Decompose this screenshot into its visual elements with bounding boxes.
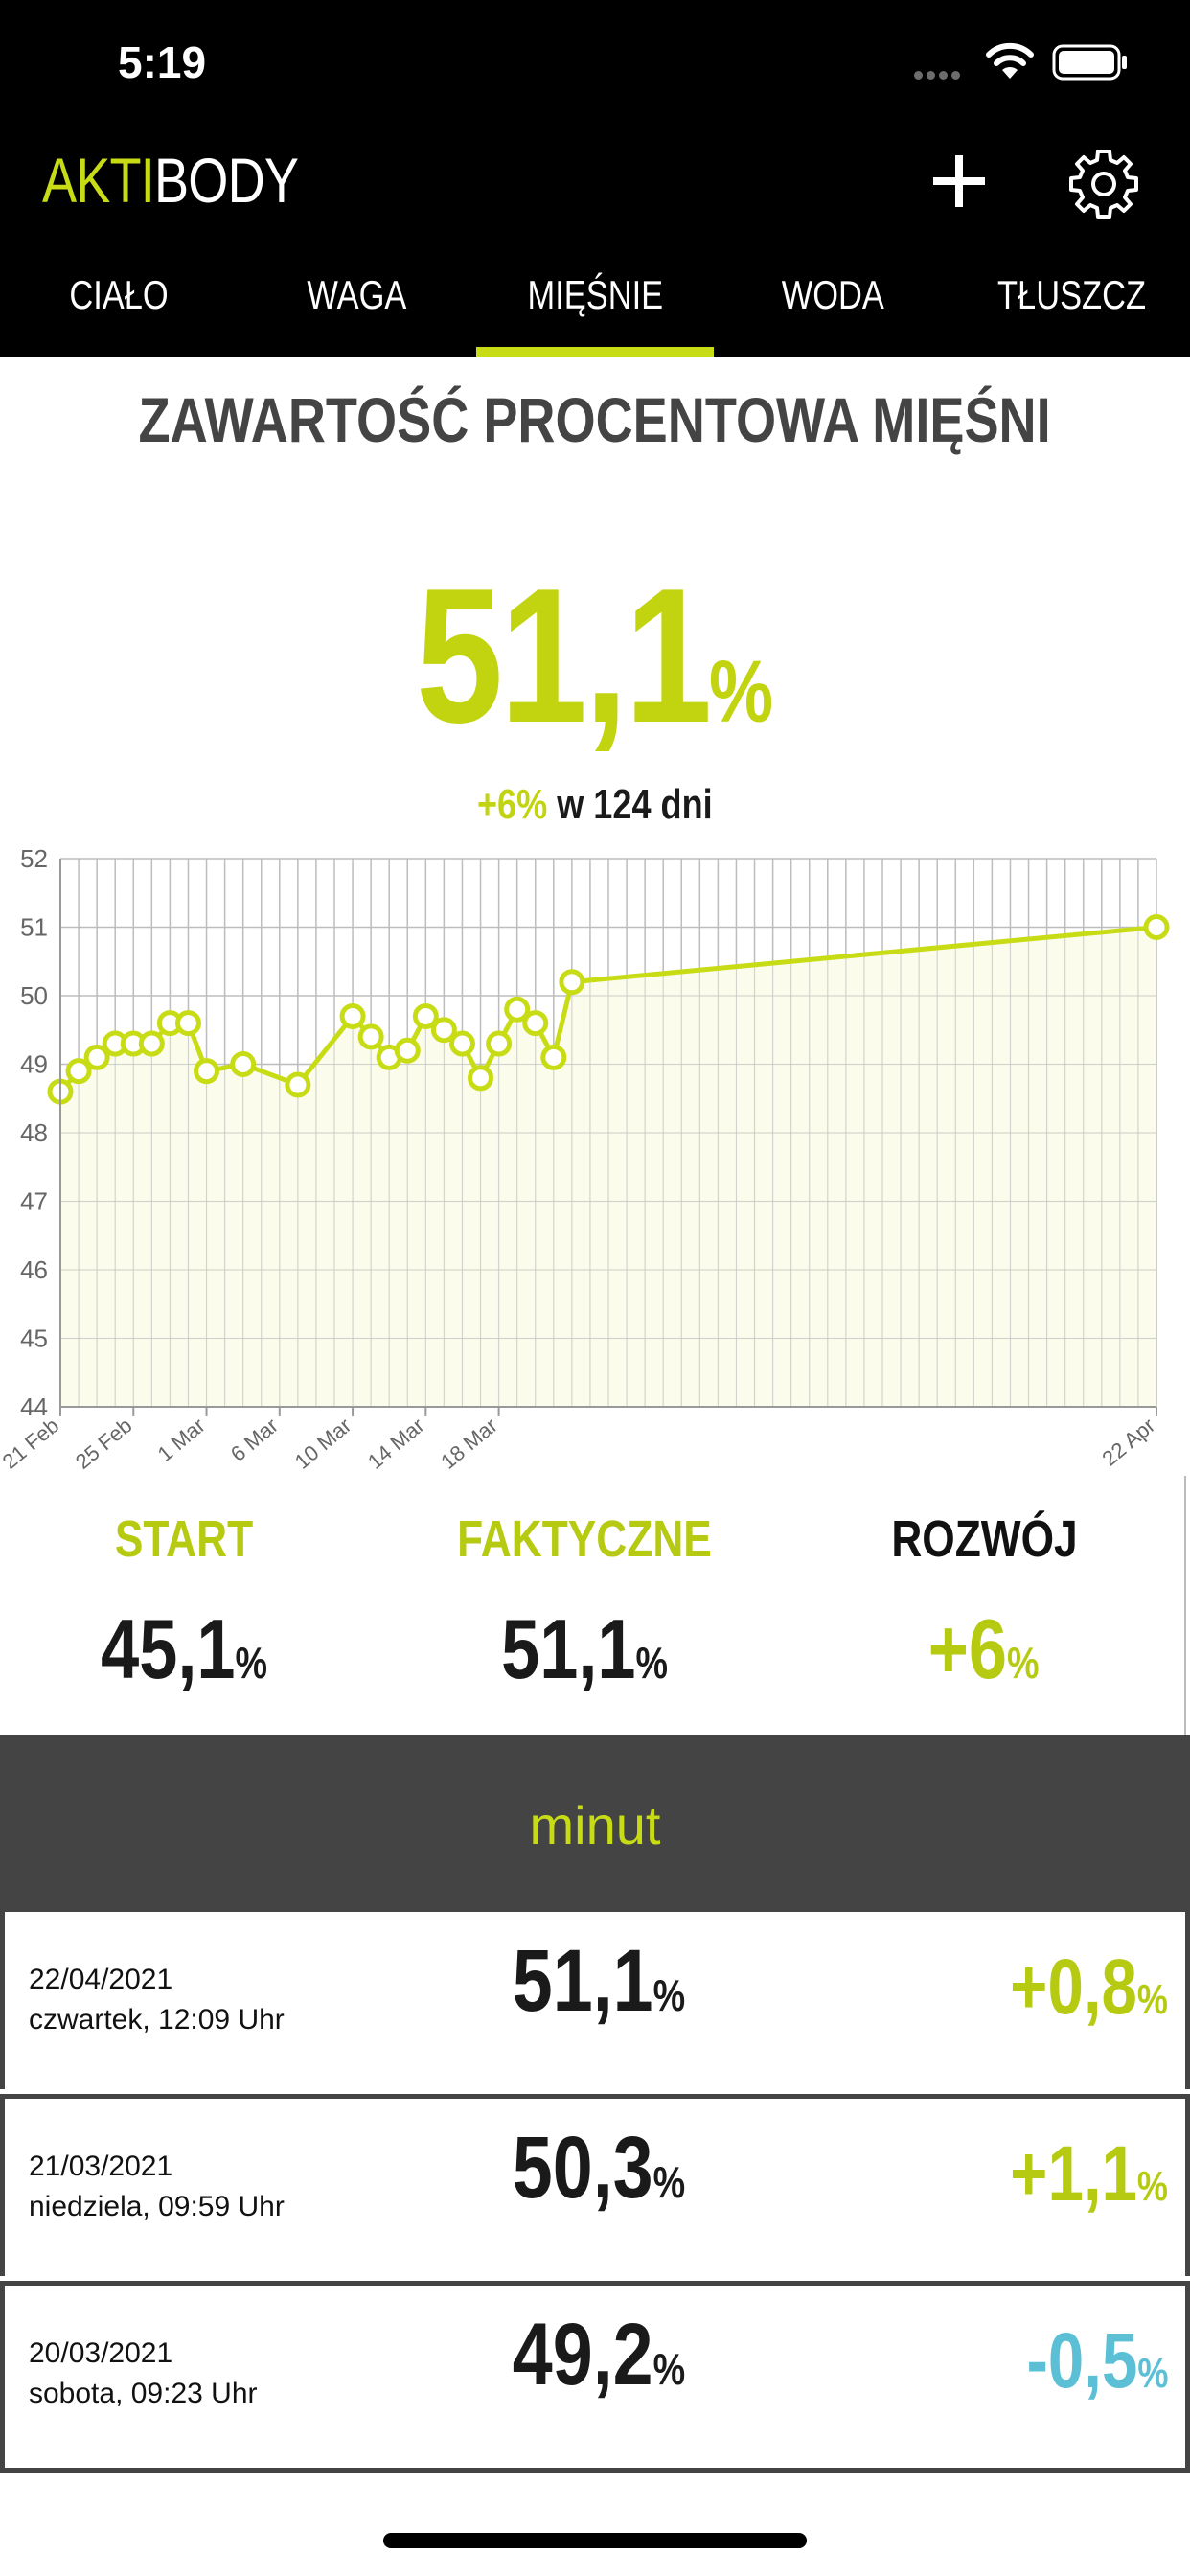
data-point [357,1024,384,1050]
divider [1184,1476,1186,1735]
wifi-icon [986,42,1034,79]
status-time: 5:19 [118,37,207,87]
data-point [430,1017,457,1044]
data-point [83,1044,110,1070]
list-header-label: minut [529,1795,661,1855]
battery-icon [1052,44,1127,80]
progress-value: +6% [928,1601,1040,1696]
y-tick-label: 51 [20,913,48,942]
list-item[interactable]: 21/03/2021 niedziela, 09:59 Uhr 50,3% +1,… [0,2094,1190,2276]
tab-cialo[interactable]: CIAŁO [69,272,169,317]
data-point [394,1037,421,1064]
entry-value: 51,1% [512,1932,686,2030]
data-point [285,1071,311,1098]
y-tick-label: 52 [20,844,48,873]
data-point [522,1010,549,1037]
entry-delta: +1,1% [1010,2130,1168,2218]
entry-date: 20/03/2021 sobota, 09:23 Uhr [29,2337,258,2409]
data-point [468,1065,494,1092]
tab-tluszcz[interactable]: TŁUSZCZ [996,272,1146,317]
data-point [339,1002,366,1029]
x-tick-label: 10 Mar [290,1414,356,1474]
x-tick-label: 1 Mar [153,1414,210,1466]
list-header [0,1735,1190,1909]
entry-date: 21/03/2021 niedziela, 09:59 Uhr [29,2150,285,2222]
entry-value: 49,2% [512,2306,686,2404]
tab-bar: CIAŁO WAGA MIĘŚNIE WODA TŁUSZCZ [0,264,1190,356]
data-point [412,1002,439,1029]
data-point [486,1030,513,1057]
x-tick-label: 22 Apr [1097,1414,1159,1471]
actual-value: 51,1% [501,1601,668,1696]
change-summary: +6% w 124 dni [477,781,713,828]
x-tick-label: 6 Mar [226,1414,283,1466]
x-tick-label: 25 Feb [71,1414,137,1474]
data-point [194,1058,220,1085]
y-tick-label: 46 [20,1255,48,1284]
data-point [174,1010,201,1037]
tab-waga[interactable]: WAGA [307,272,406,317]
cellular-signal-icon [914,67,964,84]
entry-date: 22/04/2021 czwartek, 12:09 Uhr [29,1964,285,2036]
y-tick-label: 48 [20,1118,48,1147]
current-value: 51,1% [416,549,774,763]
list-item[interactable]: 22/04/2021 czwartek, 12:09 Uhr 51,1% +0,8… [0,1907,1190,2089]
data-point [65,1058,92,1085]
data-point [504,996,531,1023]
entry-value: 50,3% [512,2119,686,2217]
y-tick-label: 49 [20,1050,48,1079]
tab-woda[interactable]: WODA [781,272,884,317]
data-point [448,1030,475,1057]
y-tick-label: 44 [20,1392,48,1421]
x-tick-label: 21 Feb [0,1414,63,1474]
tab-miesnie[interactable]: MIĘŚNIE [476,264,714,356]
plus-icon[interactable] [931,153,987,209]
gear-icon[interactable] [1065,146,1142,222]
app-logo: AKTIBODY [42,145,299,216]
actual-label: FAKTYCZNE [457,1510,712,1568]
entry-delta: -0,5% [1026,2317,1168,2404]
data-point [559,969,585,996]
progress-label: ROZWÓJ [890,1510,1078,1568]
y-tick-label: 47 [20,1187,48,1216]
start-value: 45,1% [101,1601,267,1696]
start-label: START [114,1510,254,1568]
data-point [540,1044,567,1070]
entry-delta: +0,8% [1010,1944,1168,2031]
y-tick-label: 45 [20,1324,48,1353]
home-indicator[interactable] [383,2533,807,2548]
y-tick-label: 50 [20,981,48,1010]
x-tick-label: 14 Mar [363,1414,429,1474]
x-tick-label: 18 Mar [436,1414,502,1474]
data-point [138,1030,165,1057]
data-point [230,1051,257,1077]
page-title: ZAWARTOŚĆ PROCENTOWA MIĘŚNI [138,384,1052,455]
app-header: 5:19 AKTIBODY CIAŁO WAGA MIĘŚNIE WODA TŁ… [0,0,1190,356]
data-point [1143,914,1170,940]
list-item[interactable]: 20/03/2021 sobota, 09:23 Uhr 49,2% -0,5% [0,2281,1190,2472]
